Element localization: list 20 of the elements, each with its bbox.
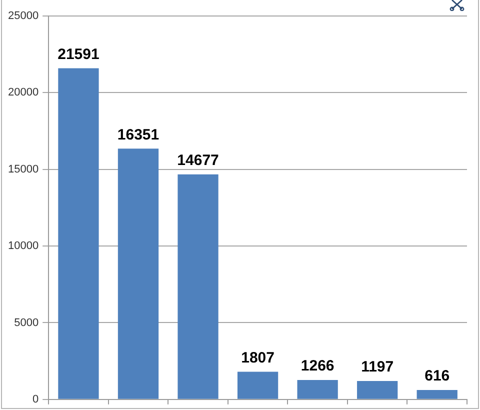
data-label: 1266 (300, 358, 334, 375)
y-tick-label: 15000 (8, 163, 39, 176)
data-label: 14677 (177, 152, 219, 169)
bar (416, 390, 458, 399)
y-tick-label: 20000 (8, 86, 39, 99)
bar (58, 68, 99, 399)
bar (118, 148, 159, 399)
y-tick-label: 5000 (14, 316, 39, 329)
data-label: 21591 (58, 46, 100, 63)
bar (237, 372, 278, 399)
data-label: 1807 (241, 349, 274, 366)
bar (178, 174, 218, 399)
bar (297, 380, 338, 399)
y-tick-label: 25000 (8, 10, 39, 22)
data-label: 1197 (361, 358, 394, 376)
data-label: 16351 (117, 126, 160, 144)
bar (357, 381, 398, 399)
y-tick-label: 0 (32, 393, 39, 406)
y-tick-label: 10000 (8, 240, 39, 252)
data-label: 616 (424, 368, 450, 385)
